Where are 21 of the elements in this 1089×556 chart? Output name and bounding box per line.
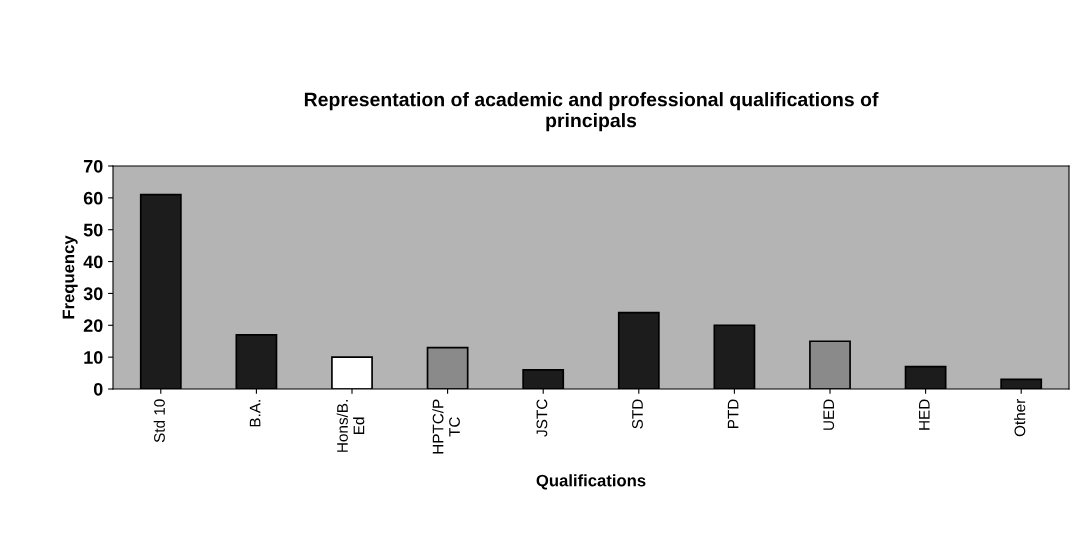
x-axis-title: Qualifications [536, 474, 646, 490]
y-tick-label: 20 [83, 319, 103, 333]
x-tick-label: B.A. [249, 400, 261, 427]
x-tick-label: HED [919, 399, 930, 430]
x-tick-label: Hons/B. Ed [336, 400, 365, 452]
y-tick-label: 50 [83, 223, 103, 237]
chart-title: Representation of academic and professional qualifications of principals [304, 92, 879, 132]
x-tick-label: JSTC [536, 399, 548, 437]
y-axis-title: Frequency [62, 235, 78, 319]
x-tick-label: PTD [727, 399, 739, 429]
y-tick-label: 30 [83, 287, 103, 301]
y-tick-label: 70 [83, 159, 103, 173]
x-tick-label: UED [823, 399, 835, 430]
y-tick-label: 40 [83, 255, 103, 269]
y-tick-label: 0 [93, 382, 103, 396]
y-tick-label: 60 [83, 191, 103, 205]
x-tick-label: STD [632, 399, 643, 429]
x-tick-label: Std 10 [153, 399, 165, 443]
x-tick-label: HPTC/P TC [432, 399, 460, 454]
x-tick-label: Other [1014, 398, 1026, 437]
y-tick-label: 10 [84, 351, 103, 364]
